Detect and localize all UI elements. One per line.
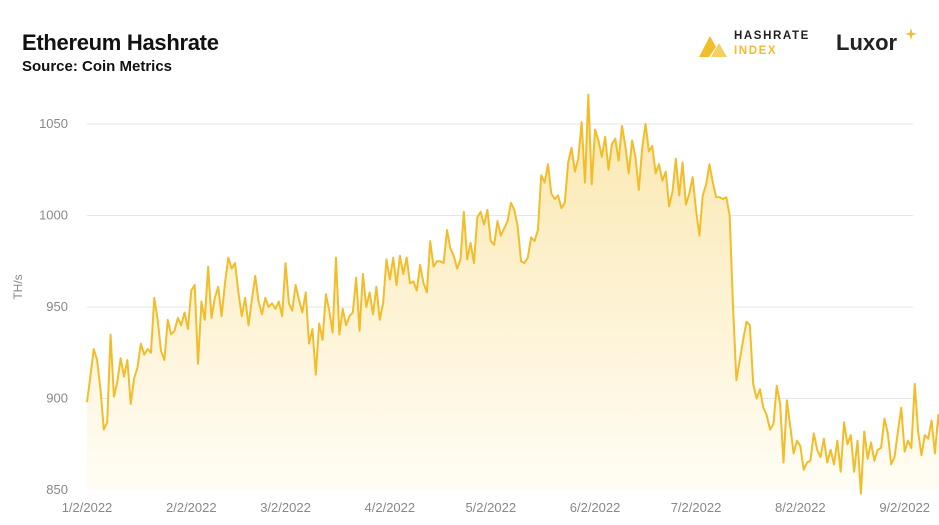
hashrate-index-line1: HASHRATE (734, 30, 810, 42)
x-axis-ticks: 1/2/2022 2/2/2022 3/2/2022 4/2/2022 5/2/2022… (62, 500, 930, 515)
luxor-logo: Luxor (836, 28, 921, 60)
y-axis-label: TH/s (11, 274, 25, 299)
hashrate-index-logo-icon (699, 36, 727, 57)
x-tick-label: 8/2/2022 (775, 500, 826, 515)
chart-title: Ethereum Hashrate (22, 30, 219, 55)
hashrate-area (87, 94, 939, 494)
y-tick-label: 1050 (39, 116, 68, 131)
x-tick-label: 4/2/2022 (365, 500, 416, 515)
x-tick-label: 9/2/2022 (879, 500, 930, 515)
y-tick-label: 850 (46, 482, 68, 497)
hashrate-index-logo: HASHRATE INDEX (697, 28, 817, 62)
y-tick-label: 900 (46, 391, 68, 406)
luxor-wordmark: Luxor (836, 30, 898, 55)
x-tick-label: 7/2/2022 (671, 500, 722, 515)
x-tick-label: 2/2/2022 (166, 500, 217, 515)
hashrate-index-line2: INDEX (734, 45, 778, 57)
chart-subtitle: Source: Coin Metrics (22, 58, 173, 75)
x-tick-label: 6/2/2022 (570, 500, 621, 515)
y-axis-ticks: 850 900 950 1000 1050 (39, 116, 68, 497)
luxor-star-icon (905, 28, 917, 40)
y-tick-label: 950 (46, 299, 68, 314)
x-tick-label: 3/2/2022 (260, 500, 311, 515)
x-tick-label: 5/2/2022 (465, 500, 516, 515)
y-tick-label: 1000 (39, 208, 68, 223)
hashrate-line (86, 93, 939, 495)
x-tick-label: 1/2/2022 (62, 500, 113, 515)
